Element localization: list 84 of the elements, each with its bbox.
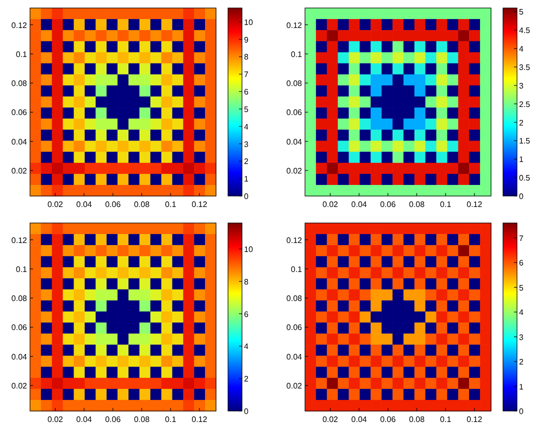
color-bar-label: 3: [519, 81, 524, 90]
x-tick-label: 0.1: [165, 200, 177, 209]
x-tick-label: 0.08: [408, 200, 426, 209]
x-tick-label: 0.12: [192, 200, 208, 209]
y-tick-label: 0.02: [286, 166, 303, 176]
x-tick-label: 0.08: [134, 415, 150, 424]
color-bar-label: 6: [519, 258, 524, 268]
color-bar-label: 1: [519, 382, 524, 392]
y-tick-label: 0.1: [290, 264, 303, 274]
color-bar-label: 7: [244, 70, 249, 80]
y-tick-label: 0.08: [286, 79, 303, 88]
x-tick-label: 0.12: [466, 200, 483, 209]
x-tick-label: 0.12: [466, 415, 483, 424]
color-bar-label: 4: [244, 342, 249, 352]
color-bar-label: 4: [244, 122, 249, 132]
y-tick-label: 0.08: [286, 294, 303, 304]
color-bar-label: 1: [244, 174, 249, 184]
y-tick-label: 0.1: [16, 50, 28, 59]
x-tick-label: 0.06: [105, 415, 122, 424]
color-bar-label: 2: [244, 374, 249, 384]
color-bar-label: 5: [519, 8, 524, 17]
color-bar-label: 8: [244, 52, 249, 62]
y-tick-label: 0.02: [11, 381, 28, 390]
y-tick-label: 0.04: [286, 352, 303, 362]
color-bar-label: 5: [244, 104, 249, 114]
color-bar-label: 0: [519, 407, 524, 416]
y-tick-label: 0.04: [286, 137, 303, 146]
x-tick-label: 0.02: [322, 200, 339, 209]
y-tick-label: 0.06: [11, 323, 28, 332]
x-tick-label: 0.04: [351, 415, 368, 424]
y-tick-label: 0.06: [11, 108, 28, 118]
color-bar-label: 4.5: [519, 26, 531, 36]
x-tick-label: 0.08: [408, 415, 426, 424]
y-tick-label: 0.02: [286, 381, 303, 390]
color-bar-label: 3.5: [519, 62, 531, 72]
x-tick-label: 0.06: [380, 200, 396, 209]
y-tick-label: 0.08: [11, 79, 28, 88]
y-tick-label: 0.04: [11, 137, 28, 146]
y-tick-label: 0.1: [16, 264, 28, 274]
color-bar-label: 9: [244, 35, 249, 44]
color-bar-label: 6: [244, 88, 249, 97]
color-bar-label: 4: [519, 44, 524, 54]
color-bar-label: 5: [519, 283, 524, 292]
color-bar-label: 10: [244, 18, 254, 27]
color-bar-label: 4: [519, 308, 524, 318]
x-tick-label: 0.04: [351, 200, 368, 209]
color-bar-label: 0: [519, 192, 524, 201]
color-bar-label: 1.5: [519, 136, 531, 146]
color-bar-label: 3: [244, 140, 249, 149]
color-bar-label: 3: [519, 332, 524, 342]
y-tick-label: 0.12: [286, 236, 303, 245]
y-tick-label: 0.12: [11, 236, 28, 245]
color-bar-label: 2: [519, 358, 524, 367]
color-bar-label: 0: [244, 407, 249, 416]
y-tick-label: 0.02: [11, 166, 28, 176]
color-bar-label: 8: [244, 277, 249, 286]
x-tick-label: 0.1: [440, 200, 452, 209]
x-tick-label: 0.06: [380, 415, 396, 424]
x-tick-label: 0.02: [47, 415, 64, 424]
color-bar-label: 7: [519, 234, 524, 243]
y-tick-label: 0.12: [286, 20, 303, 30]
color-bar-label: 1: [519, 155, 524, 164]
y-tick-label: 0.08: [11, 294, 28, 304]
x-tick-label: 0.04: [76, 415, 92, 424]
color-bar-label: 2.5: [519, 100, 531, 109]
color-bar-label: 2: [519, 118, 524, 128]
x-tick-label: 0.12: [192, 415, 208, 424]
y-tick-label: 0.06: [286, 323, 303, 332]
y-tick-label: 0.04: [11, 352, 28, 362]
y-tick-label: 0.12: [11, 20, 28, 30]
color-bar-label: 0.5: [519, 174, 531, 183]
x-tick-label: 0.02: [47, 200, 64, 209]
y-tick-label: 0.1: [290, 50, 303, 59]
color-bar-label: 0: [244, 192, 249, 201]
color-bar-label: 10: [244, 244, 254, 254]
x-tick-label: 0.08: [134, 200, 150, 209]
x-tick-label: 0.06: [105, 200, 122, 209]
x-tick-label: 0.1: [440, 415, 452, 424]
x-tick-label: 0.04: [76, 200, 92, 209]
y-tick-label: 0.06: [286, 108, 303, 118]
x-tick-label: 0.02: [322, 415, 339, 424]
color-bar-label: 2: [244, 157, 249, 166]
color-bar-label: 6: [244, 310, 249, 319]
x-tick-label: 0.1: [165, 415, 177, 424]
